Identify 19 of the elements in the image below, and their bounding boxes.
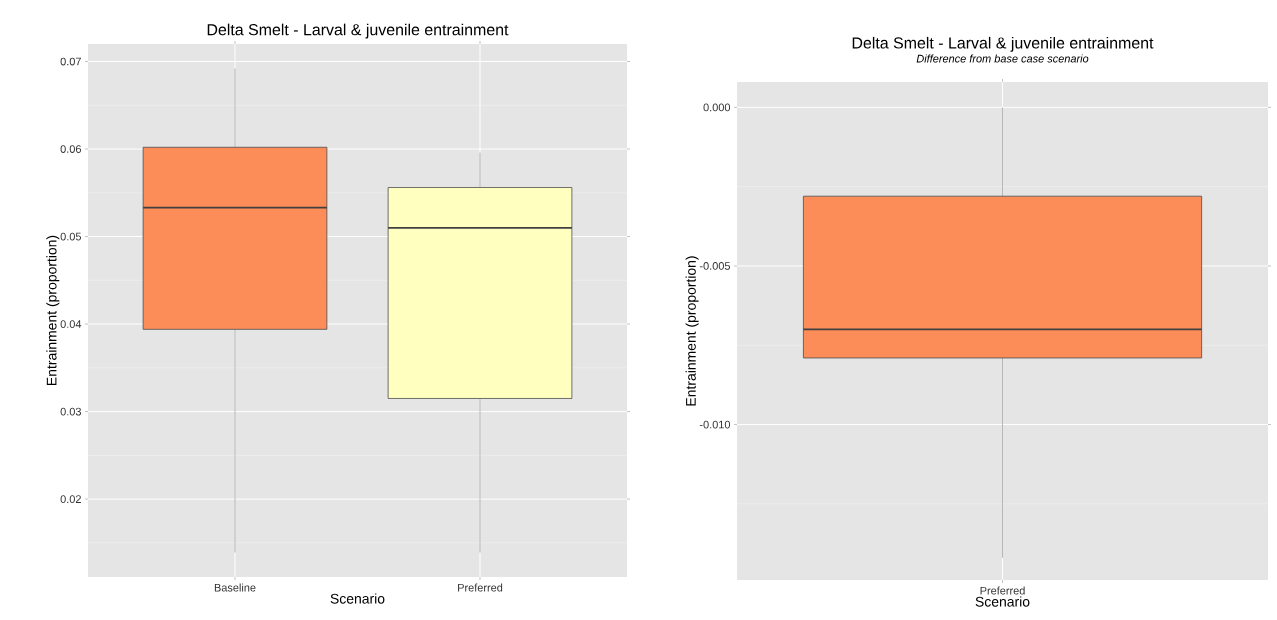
y-axis-title: Entrainment (proportion) bbox=[46, 235, 60, 385]
y-tick-label: -0.010 bbox=[699, 420, 731, 429]
x-axis-title: Scenario bbox=[975, 596, 1030, 607]
y-axis-title: Entrainment (proportion) bbox=[685, 256, 699, 406]
x-axis-title: Scenario bbox=[330, 593, 385, 604]
chart-title: Delta Smelt - Larval & juvenile entrainment bbox=[207, 23, 509, 39]
y-tick-label: 0.06 bbox=[60, 145, 81, 153]
y-tick-label: 0.07 bbox=[60, 57, 81, 66]
y-tick-label: 0.02 bbox=[60, 495, 81, 503]
y-tick-label: 0.03 bbox=[60, 407, 81, 416]
y-tick-label: -0.005 bbox=[699, 262, 731, 270]
chart-subtitle: Difference from base case scenario bbox=[916, 54, 1089, 63]
y-tick-label: 0.04 bbox=[60, 320, 82, 328]
x-tick-label: Preferred bbox=[980, 586, 1025, 595]
chart-title: Delta Smelt - Larval & juvenile entrainment bbox=[852, 36, 1154, 52]
x-tick-label: Baseline bbox=[214, 583, 256, 592]
y-tick-label: 0.05 bbox=[60, 232, 82, 241]
y-tick-label: 0.000 bbox=[703, 103, 731, 112]
x-tick-label: Preferred bbox=[458, 583, 503, 592]
